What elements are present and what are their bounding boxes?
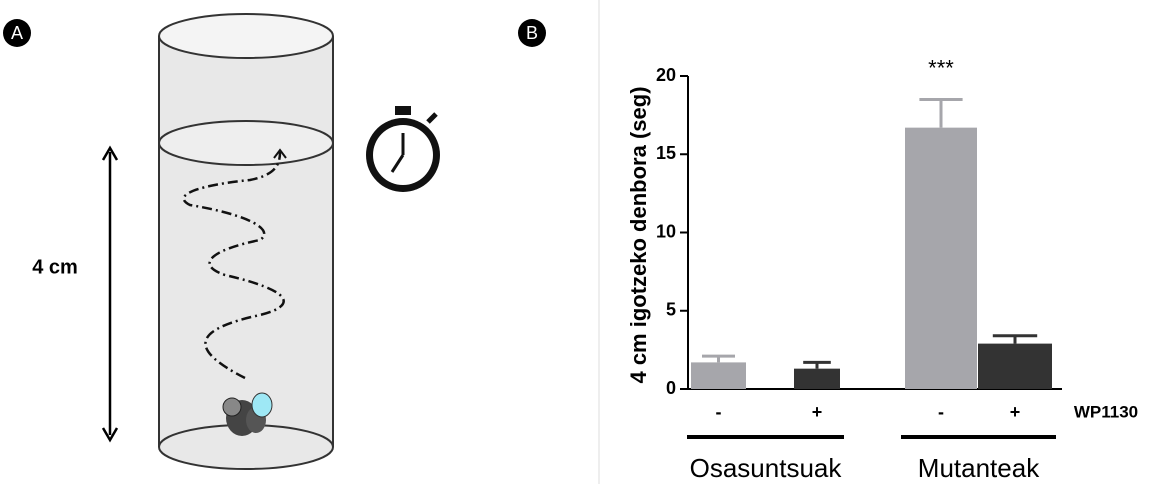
bar	[691, 362, 746, 389]
bar	[905, 127, 977, 390]
error-bar	[992, 334, 1038, 344]
y-tick-label: 5	[666, 300, 676, 320]
x-tick-label: -	[716, 402, 722, 422]
y-tick-label: 20	[656, 65, 676, 85]
treatment-label: WP1130	[1074, 402, 1138, 421]
panel-label: A	[11, 23, 23, 43]
climb-path	[182, 151, 285, 380]
y-tick-label: 15	[656, 143, 676, 163]
panel-badge	[518, 19, 546, 47]
y-axis-label: 4 cm igotzeko denbora (seg)	[626, 86, 651, 383]
x-tick-label: +	[812, 402, 823, 422]
height-label: 4 cm	[32, 256, 78, 278]
group-label: Osasuntsuak	[690, 453, 843, 483]
error-bar	[803, 360, 831, 369]
bar	[978, 343, 1052, 389]
x-tick-label: +	[1010, 402, 1021, 422]
fly	[222, 392, 273, 436]
error-bar	[702, 354, 735, 363]
y-tick-label: 0	[666, 378, 676, 398]
arrow-heads	[101, 145, 119, 443]
panel-badge	[3, 19, 31, 47]
group-label: Mutanteak	[918, 453, 1040, 483]
cylinder-top	[158, 13, 334, 59]
stopwatch	[366, 106, 440, 192]
cylinder-mark	[158, 120, 334, 166]
path-arrow	[273, 148, 287, 159]
panel-label: B	[526, 23, 538, 43]
bar	[794, 368, 840, 389]
significance: ***	[928, 55, 954, 80]
y-tick-label: 10	[656, 221, 676, 241]
x-tick-label: -	[938, 402, 944, 422]
error-bar	[919, 97, 963, 128]
cylinder-body	[159, 36, 333, 447]
